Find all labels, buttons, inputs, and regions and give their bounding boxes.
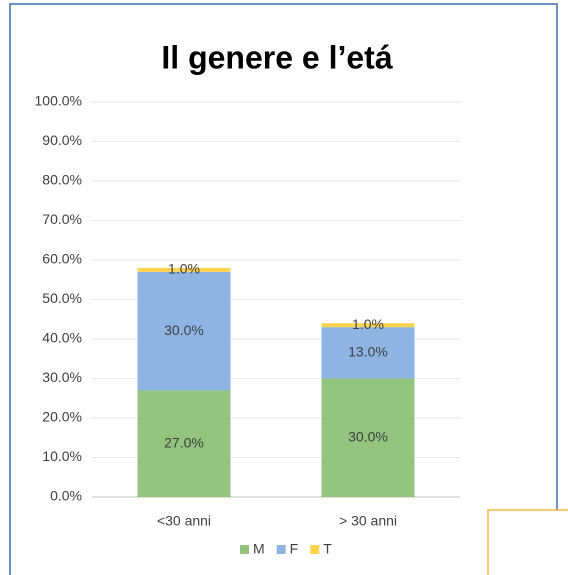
bar-segment — [137, 390, 231, 497]
data-label: 30.0% — [348, 428, 388, 444]
y-tick-label: 50.0% — [42, 290, 82, 306]
y-tick-label: 90.0% — [42, 132, 82, 148]
legend-swatch — [310, 545, 320, 554]
bar-segment — [137, 271, 231, 391]
bar-segment — [137, 267, 231, 272]
data-label: 27.0% — [164, 434, 204, 450]
y-tick-label: 10.0% — [42, 448, 82, 464]
bar-segment — [321, 323, 415, 328]
y-tick-label: 40.0% — [42, 330, 82, 346]
legend-label: M — [253, 541, 265, 557]
frame — [9, 3, 558, 575]
legend-swatch — [240, 545, 249, 554]
legend-label: F — [290, 541, 299, 557]
bar-segment — [321, 378, 415, 497]
bar-segment — [321, 327, 415, 379]
data-label: 1.0% — [352, 316, 384, 332]
data-label: 13.0% — [348, 344, 388, 360]
data-label: 30.0% — [164, 322, 204, 338]
x-tick-label: <30 anni — [157, 513, 211, 529]
legend-label: T — [323, 541, 332, 557]
x-tick-label: > 30 anni — [339, 513, 397, 529]
y-tick-label: 100.0% — [35, 93, 82, 109]
data-label: 1.0% — [168, 261, 200, 277]
overlay-box — [487, 509, 568, 575]
chart-title: Il genere e l’etá — [161, 39, 392, 75]
y-tick-label: 70.0% — [42, 211, 82, 227]
legend-swatch — [276, 545, 286, 554]
y-tick-label: 80.0% — [42, 172, 82, 188]
y-tick-label: 0.0% — [50, 488, 82, 504]
y-tick-label: 30.0% — [42, 369, 82, 385]
y-tick-label: 60.0% — [42, 251, 82, 267]
y-tick-label: 20.0% — [42, 409, 82, 425]
